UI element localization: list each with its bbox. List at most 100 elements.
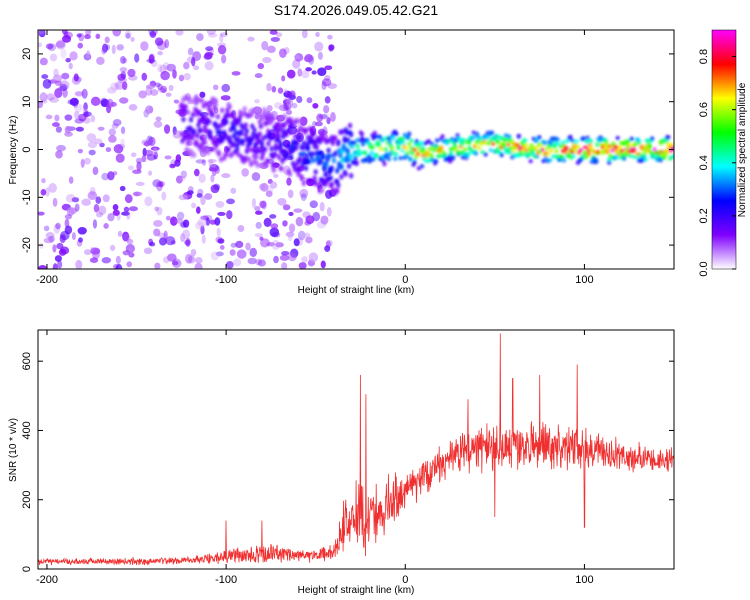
noise-blob (207, 158, 217, 164)
ridge-cell (301, 151, 307, 157)
noise-blob (210, 251, 220, 261)
ridge-cell (244, 128, 250, 134)
noise-blob (59, 234, 66, 244)
noise-blob (300, 193, 307, 201)
noise-blob (323, 105, 330, 114)
ridge-cell (295, 140, 300, 146)
noise-blob (286, 98, 294, 108)
ridge-cell (586, 151, 591, 157)
noise-blob (282, 204, 291, 211)
noise-blob (81, 198, 92, 206)
ridge-cell (523, 138, 528, 144)
noise-blob (270, 223, 279, 229)
noise-blob (254, 73, 263, 79)
ridge-cell (426, 139, 431, 144)
noise-blob (317, 67, 327, 77)
noise-blob (39, 92, 48, 102)
noise-blob (55, 39, 66, 50)
noise-blob (275, 32, 283, 38)
noise-blob (66, 207, 75, 217)
noise-blob (89, 257, 99, 264)
noise-blob (320, 260, 326, 269)
noise-blob (113, 144, 124, 154)
noise-blob (282, 97, 290, 107)
x-tick-label: -200 (36, 274, 58, 286)
ridge-cell (407, 141, 412, 147)
ridge-cell (348, 131, 354, 138)
noise-blob (132, 191, 143, 197)
ridge-cell (326, 147, 331, 154)
ridge-cell (357, 151, 362, 157)
ridge-cell (511, 148, 516, 153)
ridge-cell (586, 148, 591, 153)
noise-blob (295, 216, 304, 227)
ridge-cell (561, 158, 567, 163)
ridge-cell (372, 130, 378, 136)
noise-blob (217, 238, 225, 244)
noise-blob (102, 194, 110, 203)
ridge-cell (219, 107, 225, 114)
noise-blob (163, 124, 171, 134)
ridge-cell (226, 112, 231, 119)
ridge-cell (334, 188, 340, 194)
noise-blob (259, 183, 266, 191)
ridge-cell (242, 106, 247, 112)
noise-blob (201, 234, 206, 244)
noise-blob (298, 262, 307, 269)
ridge-cell (583, 145, 588, 150)
noise-blob (215, 200, 225, 208)
ridge-cell (467, 140, 472, 145)
noise-blob (254, 205, 261, 212)
ridge-cell (276, 154, 282, 160)
noise-blob (255, 258, 262, 266)
ridge-cell (310, 151, 315, 157)
ridge-cell (185, 109, 190, 115)
noise-blob (299, 116, 308, 127)
ridge-cell (515, 143, 520, 148)
noise-blob (96, 56, 105, 65)
noise-blob (221, 83, 231, 93)
ridge-cell (628, 153, 633, 158)
ridge-cell (243, 122, 249, 128)
noise-blob (306, 97, 313, 104)
noise-blob (293, 54, 300, 60)
noise-blob (122, 233, 131, 243)
noise-blob (330, 112, 336, 122)
noise-blob (183, 61, 190, 70)
noise-blob (180, 170, 188, 179)
ridge-cell (407, 131, 412, 136)
noise-blob (74, 110, 80, 120)
noise-blob (230, 187, 237, 194)
noise-blob (308, 252, 319, 263)
noise-blob (208, 167, 216, 172)
noise-blob (55, 222, 61, 230)
ridge-cell (555, 141, 560, 146)
ridge-cell (555, 137, 560, 142)
noise-blob (148, 53, 156, 62)
ridge-cell (307, 159, 312, 165)
noise-blob (141, 72, 148, 81)
noise-blob (154, 82, 161, 88)
noise-blob (220, 95, 231, 101)
noise-blob (170, 240, 176, 245)
ridge-cell (499, 152, 504, 158)
noise-blob (157, 51, 163, 56)
noise-blob (255, 221, 262, 229)
noise-blob (301, 30, 308, 39)
noise-blob (160, 70, 170, 81)
noise-blob (273, 255, 279, 264)
ridge-cell (275, 133, 281, 139)
noise-blob (182, 219, 190, 228)
noise-blob (315, 31, 320, 38)
ridge-cell (187, 96, 193, 103)
noise-blob (106, 104, 112, 114)
y-tick-label: 200 (21, 491, 33, 509)
ridge-cell (246, 156, 252, 163)
ridge-cell (293, 133, 298, 140)
noise-blob (135, 181, 145, 187)
noise-blob (226, 198, 235, 205)
noise-blob (120, 138, 125, 148)
noise-blob (285, 109, 293, 115)
noise-blob (42, 78, 52, 89)
ridge-cell (671, 154, 674, 159)
